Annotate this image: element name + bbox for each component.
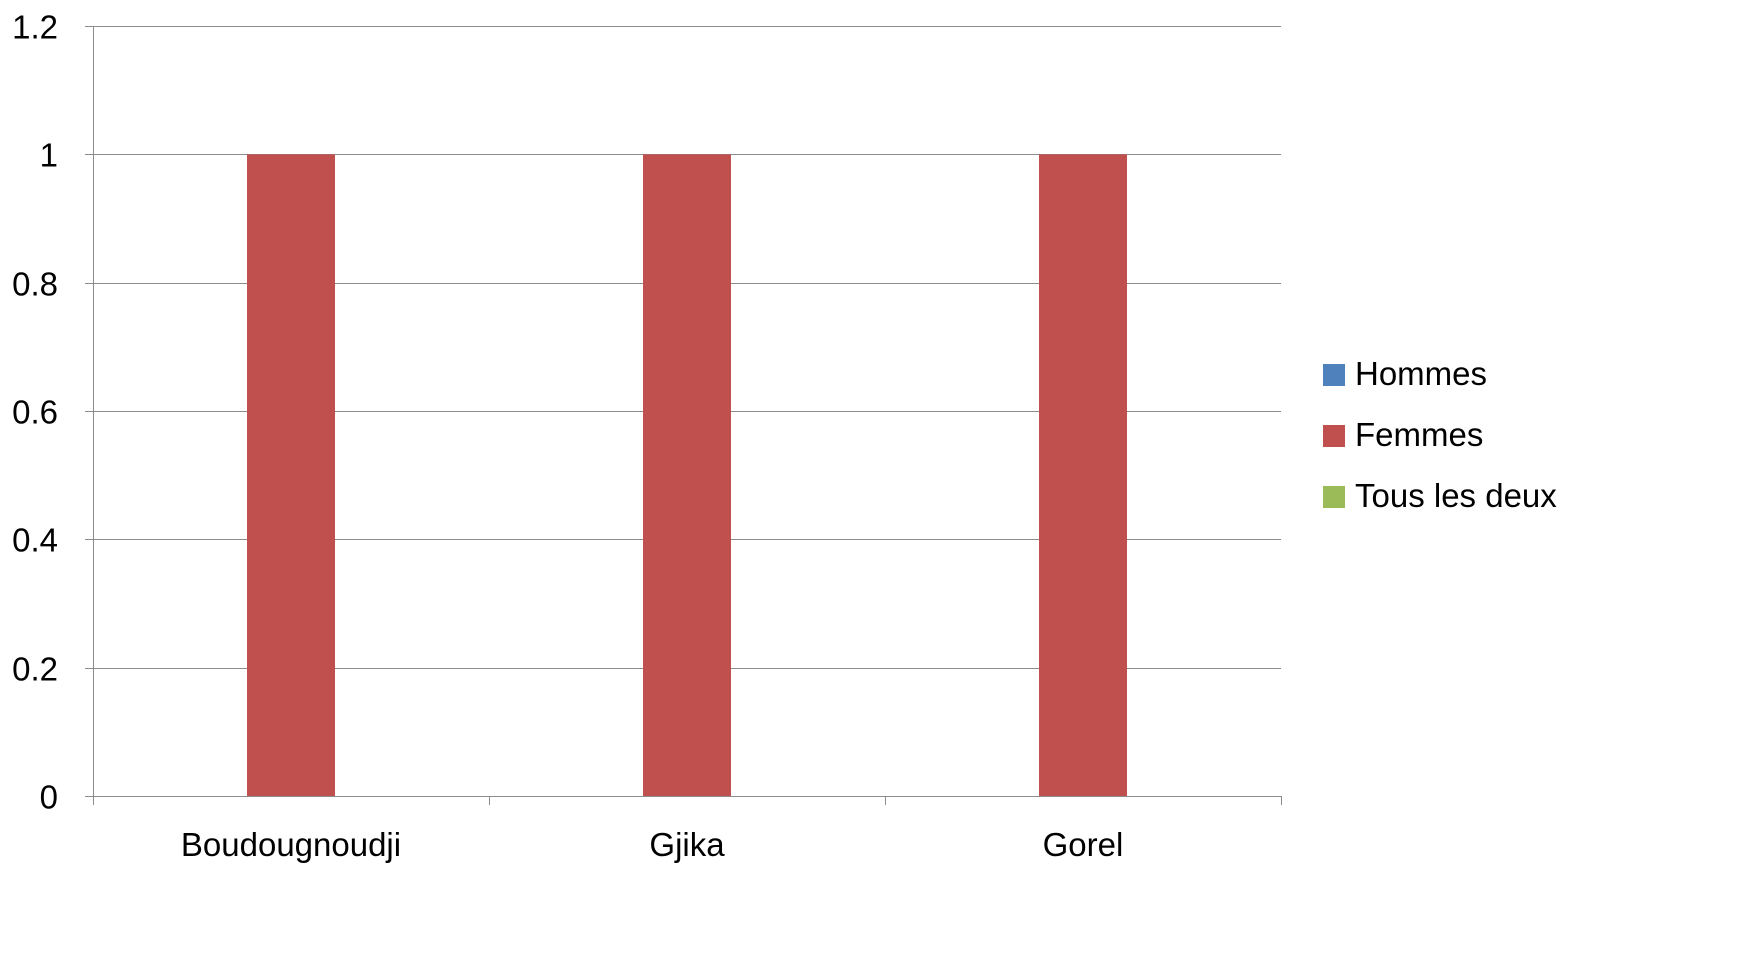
x-tick-label: Gjika bbox=[649, 826, 725, 863]
legend-item: Femmes bbox=[1323, 416, 1483, 453]
y-tick-label: 0 bbox=[40, 779, 58, 816]
legend-item: Hommes bbox=[1323, 355, 1487, 392]
legend-label: Femmes bbox=[1355, 416, 1483, 453]
bars bbox=[247, 154, 1127, 796]
legend: Hommes Femmes Tous les deux bbox=[1323, 355, 1557, 514]
x-tick-label: Gorel bbox=[1043, 826, 1124, 863]
y-tick-label: 1.2 bbox=[12, 9, 58, 46]
x-axis-tick-labels: Boudougnoudji Gjika Gorel bbox=[181, 826, 1123, 863]
legend-swatch bbox=[1323, 364, 1345, 386]
y-tick-label: 0.6 bbox=[12, 394, 58, 431]
legend-swatch bbox=[1323, 425, 1345, 447]
axes bbox=[85, 25, 1283, 805]
y-tick-label: 0.2 bbox=[12, 651, 58, 688]
legend-swatch bbox=[1323, 486, 1345, 508]
y-axis-tick-labels: 0 0.2 0.4 0.6 0.8 1 1.2 bbox=[12, 9, 58, 816]
x-tick-label: Boudougnoudji bbox=[181, 826, 401, 863]
legend-label: Tous les deux bbox=[1355, 477, 1557, 514]
y-tick-label: 1 bbox=[40, 137, 58, 174]
bar-femmes-gjika bbox=[643, 154, 731, 796]
y-tick-label: 0.8 bbox=[12, 266, 58, 303]
bar-femmes-boudougnoudji bbox=[247, 154, 335, 796]
bar-femmes-gorel bbox=[1039, 154, 1127, 796]
legend-item: Tous les deux bbox=[1323, 477, 1557, 514]
y-tick-label: 0.4 bbox=[12, 522, 58, 559]
legend-label: Hommes bbox=[1355, 355, 1487, 392]
